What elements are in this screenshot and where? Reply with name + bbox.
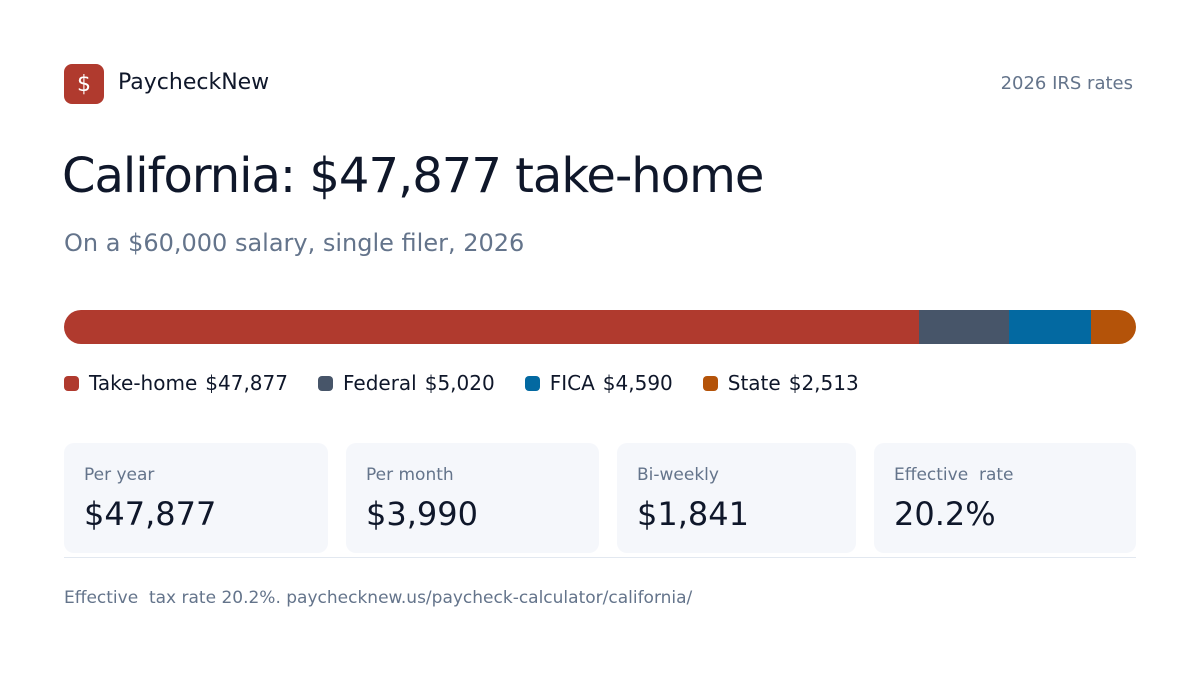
bar-segment: [1091, 310, 1136, 344]
bar-segment: [919, 310, 1010, 344]
brand: PaycheckNew: [118, 70, 270, 95]
logo-icon: $: [64, 64, 104, 104]
legend-name: Take-home: [89, 371, 198, 395]
badge: 2026 IRS rates: [1000, 73, 1133, 94]
legend-name: FICA: [549, 371, 595, 395]
legend-swatch: [64, 375, 79, 391]
legend-amount: $47,877: [205, 371, 288, 395]
stat-value: $47,877: [84, 495, 217, 533]
legend-amount: $2,513: [788, 371, 859, 395]
legend-amount: $5,020: [424, 371, 495, 395]
stat-value: $1,841: [637, 495, 749, 533]
subtitle: On a $60,000 salary, single filer, 2026: [64, 229, 525, 257]
footer: Effective tax rate 20.2%. paychecknew.us…: [64, 588, 693, 608]
legend-swatch: [702, 375, 718, 391]
stat-label: Bi-weekly: [637, 465, 719, 485]
stat-card: Bi-weekly $1,841: [617, 443, 856, 553]
legend: Take-home $47,877 Federal $5,020 FICA $4,590 S…: [64, 371, 859, 395]
legend-swatch: [317, 375, 333, 391]
legend-text: State $2,513: [728, 371, 859, 395]
stat-card: Effective rate 20.2%: [874, 443, 1136, 553]
stat-card: Per month $3,990: [346, 443, 599, 553]
stat-value: 20.2%: [894, 495, 996, 533]
stat-card: Per year $47,877: [64, 443, 328, 553]
stat-label: Effective rate: [894, 465, 1014, 485]
legend-item: FICA $4,590: [524, 371, 673, 395]
legend-swatch: [524, 375, 540, 391]
stat-label: Per year: [84, 465, 155, 485]
legend-text: Federal $5,020: [343, 371, 495, 395]
bar-segment: [64, 310, 920, 344]
title: California: $47,877 take-home: [62, 148, 764, 204]
legend-item: Take-home $47,877: [64, 371, 288, 395]
legend-text: FICA $4,590: [550, 371, 673, 395]
legend-item: State $2,513: [702, 371, 859, 395]
bar-segment: [1009, 310, 1092, 344]
stat-value: $3,990: [366, 495, 478, 533]
legend-name: State: [727, 371, 781, 395]
stacked-bar: [64, 310, 1136, 344]
legend-name: Federal: [342, 371, 417, 395]
legend-item: Federal $5,020: [317, 371, 495, 395]
legend-amount: $4,590: [602, 371, 673, 395]
legend-text: Take-home $47,877: [89, 371, 288, 395]
divider: [64, 557, 1136, 558]
stat-label: Per month: [366, 465, 454, 485]
